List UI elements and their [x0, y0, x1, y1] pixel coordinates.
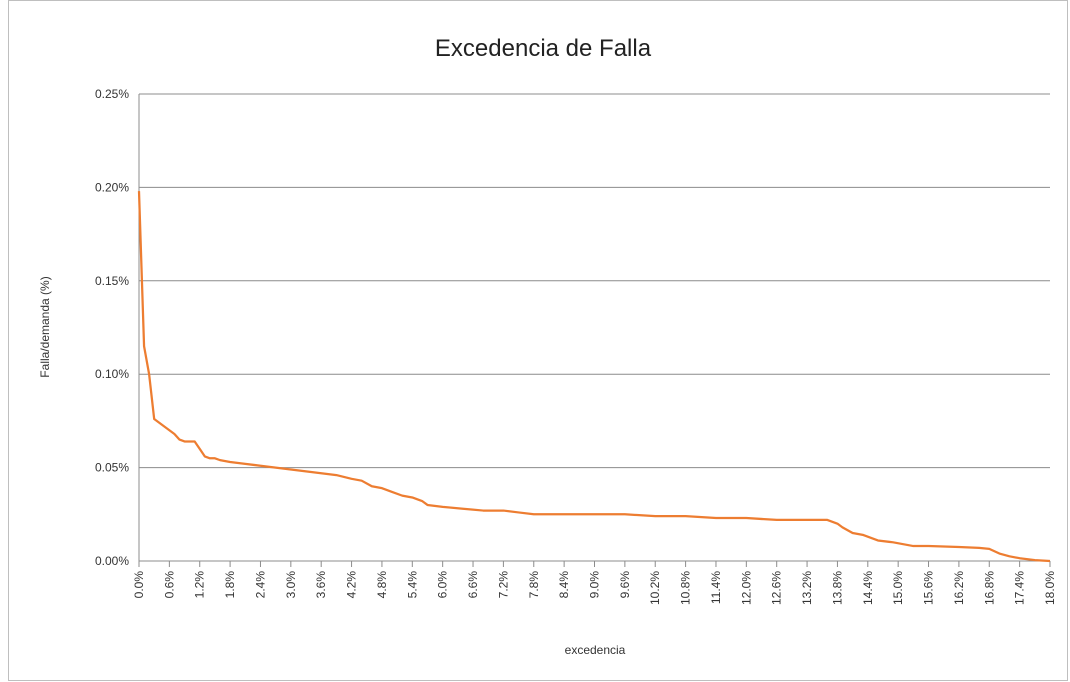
- x-tick-label: 10.2%: [648, 571, 662, 605]
- x-tick-label: 16.8%: [982, 571, 996, 605]
- y-tick-label: 0.05%: [95, 461, 129, 475]
- x-tick-label: 0.6%: [162, 571, 176, 599]
- x-tick-label: 3.0%: [284, 571, 298, 599]
- x-axis-label: excedencia: [565, 643, 626, 657]
- x-tick-label: 9.6%: [618, 571, 632, 599]
- chart-title: Excedencia de Falla: [435, 35, 652, 62]
- x-tick-label: 15.6%: [922, 571, 936, 605]
- x-tick-label: 3.6%: [314, 571, 328, 599]
- x-tick-label: 5.4%: [405, 571, 419, 599]
- chart-border: [8, 0, 1068, 681]
- y-tick-label: 0.00%: [95, 554, 129, 568]
- x-tick-label: 6.6%: [466, 571, 480, 599]
- x-tick-label: 9.0%: [588, 571, 602, 599]
- x-tick-label: 14.4%: [861, 571, 875, 605]
- x-tick-label: 16.2%: [952, 571, 966, 605]
- x-tick-label: 7.8%: [527, 571, 541, 599]
- x-tick-label: 6.0%: [436, 571, 450, 599]
- x-tick-label: 12.6%: [770, 571, 784, 605]
- y-tick-label: 0.10%: [95, 367, 129, 381]
- x-tick-label: 2.4%: [253, 571, 267, 599]
- x-tick-label: 17.4%: [1013, 571, 1027, 605]
- x-tick-label: 10.8%: [679, 571, 693, 605]
- y-tick-label: 0.25%: [95, 87, 129, 101]
- data-line: [137, 191, 1051, 563]
- x-tick-label: 15.0%: [891, 571, 905, 605]
- x-tick-label: 11.4%: [709, 571, 723, 604]
- y-tick-label: 0.20%: [95, 180, 129, 194]
- x-tick-label: 7.2%: [496, 571, 510, 599]
- x-tick-label: 18.0%: [1043, 571, 1057, 605]
- x-tick-label: 13.2%: [800, 571, 814, 605]
- y-axis-label: Falla/demanda (%): [38, 276, 52, 377]
- y-tick-label: 0.15%: [95, 274, 129, 288]
- x-tick-label: 8.4%: [557, 571, 571, 599]
- x-tick-label: 0.0%: [132, 571, 146, 599]
- x-tick-label: 1.2%: [193, 571, 207, 599]
- x-tick-label: 12.0%: [739, 571, 753, 605]
- x-tick-label: 1.8%: [223, 571, 237, 599]
- x-tick-label: 4.8%: [375, 571, 389, 599]
- x-tick-label: 13.8%: [830, 571, 844, 605]
- x-tick-label: 4.2%: [345, 571, 359, 599]
